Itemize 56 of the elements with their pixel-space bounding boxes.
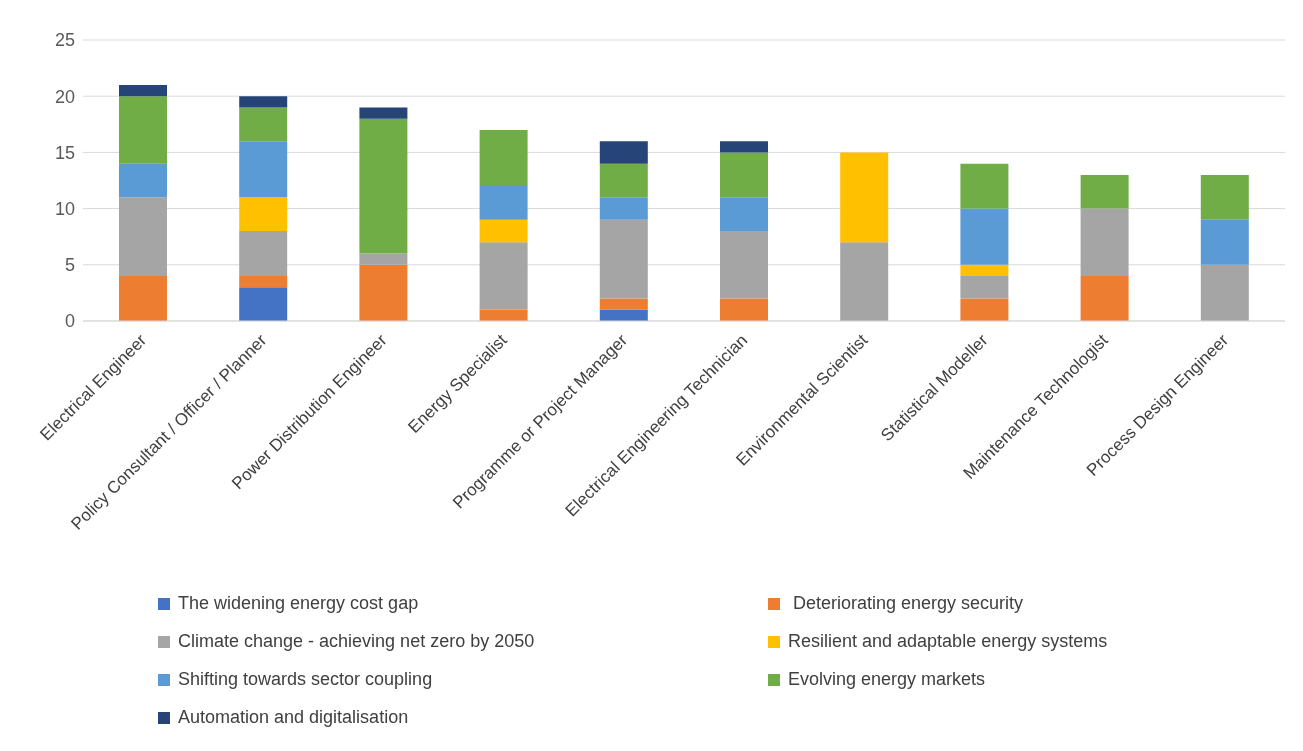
bar [239, 141, 288, 198]
bar [359, 118, 408, 254]
bar [720, 141, 768, 153]
bar [239, 287, 288, 321]
y-tick-label: 15 [54, 142, 75, 163]
bar [960, 208, 1009, 265]
bar [479, 186, 528, 220]
legend-label: Evolving energy markets [788, 669, 986, 690]
bar [720, 298, 768, 321]
bar [1200, 219, 1249, 265]
legend-label: Shifting towards sector coupling [178, 669, 433, 690]
bar [840, 152, 889, 243]
bar [1080, 208, 1129, 277]
bar [239, 107, 288, 142]
bar [479, 219, 528, 243]
bar [239, 96, 288, 108]
y-tick-label: 0 [64, 311, 75, 332]
bar [1080, 174, 1129, 209]
bar [479, 129, 528, 187]
bar [960, 163, 1009, 209]
bar [239, 276, 288, 288]
bar [119, 276, 167, 321]
bar [840, 242, 889, 321]
bar [960, 298, 1009, 321]
bar [1200, 174, 1249, 220]
bar [359, 107, 408, 119]
bar [720, 231, 768, 299]
bar [239, 231, 288, 277]
y-tick-label: 10 [54, 198, 75, 219]
legend-label: Climate change - achieving net zero by 2050 [178, 631, 535, 652]
bar [479, 242, 528, 310]
legend-label: The widening energy cost gap [178, 593, 419, 614]
bar [599, 163, 648, 198]
bar [359, 264, 408, 321]
bar [119, 163, 167, 198]
bar [720, 197, 768, 232]
bar [119, 197, 167, 277]
bar [599, 219, 648, 299]
bar [119, 84, 167, 97]
legend-label: Automation and digitalisation [178, 707, 409, 728]
bar [599, 141, 648, 164]
bar [119, 96, 167, 164]
bar [720, 152, 768, 198]
bar [599, 298, 648, 310]
bar [1200, 264, 1249, 321]
bar [960, 264, 1009, 277]
y-tick-label: 20 [54, 86, 75, 107]
y-tick-label: 5 [64, 255, 75, 276]
bar [599, 197, 648, 220]
bar [1080, 276, 1129, 321]
bar [960, 276, 1009, 299]
legend-label: Resilient and adaptable energy systems [788, 631, 1108, 652]
bar [239, 197, 288, 232]
bar [359, 253, 408, 265]
y-tick-label: 25 [54, 30, 75, 51]
legend-label: Deteriorating energy security [792, 593, 1024, 614]
